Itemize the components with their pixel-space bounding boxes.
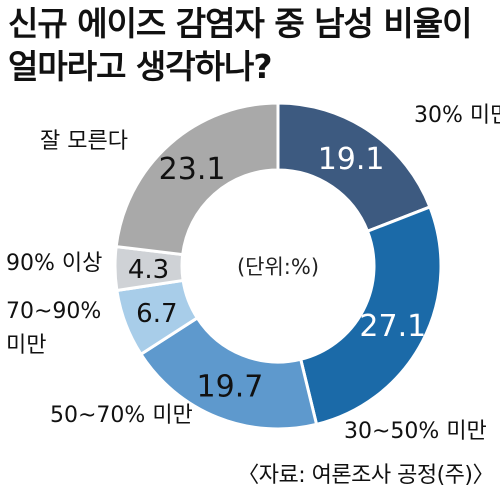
- data-label: 23.1: [159, 152, 226, 187]
- source-note: 〈자료: 여론조사 공정(주)〉: [237, 463, 494, 488]
- category-label: 30~50% 미만: [344, 419, 487, 444]
- donut-slice: [298, 205, 443, 427]
- chart-title: 신규 에이즈 감염자 중 남성 비율이 얼마라고 생각하나?: [8, 2, 496, 88]
- category-label: 30% 미만: [414, 103, 500, 128]
- center-unit-label: (단위:%): [237, 255, 319, 279]
- donut-slice: [114, 101, 280, 257]
- chart-title-line1: 신규 에이즈 감염자 중 남성 비율이: [8, 4, 472, 43]
- category-label: 70~90% 미만: [6, 299, 101, 358]
- chart-title-line2: 얼마라고 생각하나?: [8, 47, 273, 86]
- data-label: 27.1: [359, 309, 426, 344]
- category-label: 50~70% 미만: [50, 403, 193, 428]
- category-label: 90% 이상: [6, 251, 102, 276]
- data-label: 4.3: [128, 255, 169, 285]
- data-label: 6.7: [136, 299, 177, 329]
- data-label: 19.1: [318, 142, 385, 177]
- category-label: 잘 모른다: [40, 129, 128, 154]
- data-label: 19.7: [197, 369, 264, 404]
